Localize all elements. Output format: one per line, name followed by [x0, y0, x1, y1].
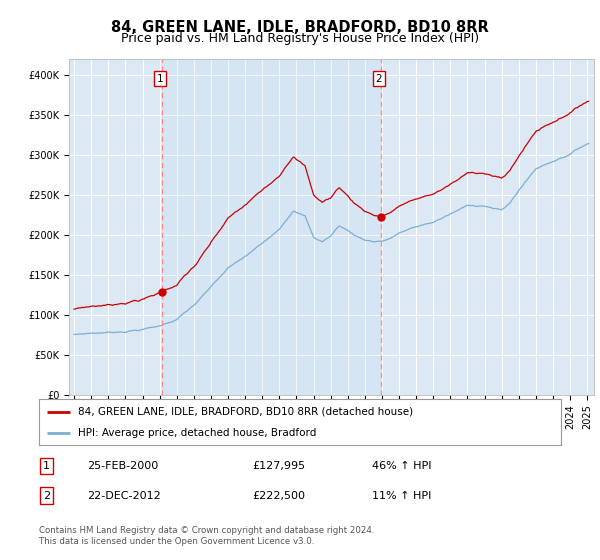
Text: 84, GREEN LANE, IDLE, BRADFORD, BD10 8RR (detached house): 84, GREEN LANE, IDLE, BRADFORD, BD10 8RR…: [78, 407, 413, 417]
Text: £127,995: £127,995: [252, 461, 305, 471]
Text: Price paid vs. HM Land Registry's House Price Index (HPI): Price paid vs. HM Land Registry's House …: [121, 32, 479, 45]
Text: 25-FEB-2000: 25-FEB-2000: [87, 461, 158, 471]
Text: £222,500: £222,500: [252, 491, 305, 501]
Text: 11% ↑ HPI: 11% ↑ HPI: [372, 491, 431, 501]
Text: 1: 1: [157, 74, 163, 84]
Text: 22-DEC-2012: 22-DEC-2012: [87, 491, 161, 501]
Text: 1: 1: [43, 461, 50, 471]
Text: 84, GREEN LANE, IDLE, BRADFORD, BD10 8RR: 84, GREEN LANE, IDLE, BRADFORD, BD10 8RR: [111, 20, 489, 35]
Text: Contains HM Land Registry data © Crown copyright and database right 2024.
This d: Contains HM Land Registry data © Crown c…: [39, 526, 374, 546]
Text: 46% ↑ HPI: 46% ↑ HPI: [372, 461, 431, 471]
Bar: [162, 59, 382, 395]
Text: 2: 2: [43, 491, 50, 501]
Text: 2: 2: [376, 74, 382, 84]
Text: HPI: Average price, detached house, Bradford: HPI: Average price, detached house, Brad…: [78, 428, 317, 438]
